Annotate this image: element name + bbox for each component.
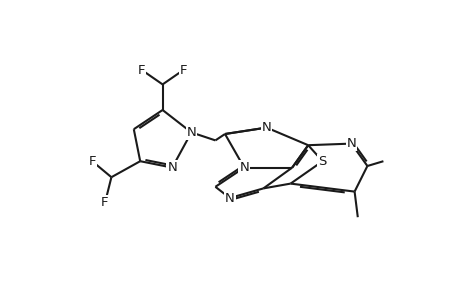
Text: N: N xyxy=(261,121,271,134)
Text: F: F xyxy=(138,64,145,76)
Text: F: F xyxy=(179,64,187,76)
Text: S: S xyxy=(318,155,326,168)
Text: N: N xyxy=(239,161,248,174)
Text: F: F xyxy=(101,196,108,209)
Text: N: N xyxy=(224,191,234,205)
Text: N: N xyxy=(186,126,196,139)
Text: N: N xyxy=(167,161,177,174)
Text: N: N xyxy=(346,137,356,150)
Text: F: F xyxy=(88,155,96,168)
